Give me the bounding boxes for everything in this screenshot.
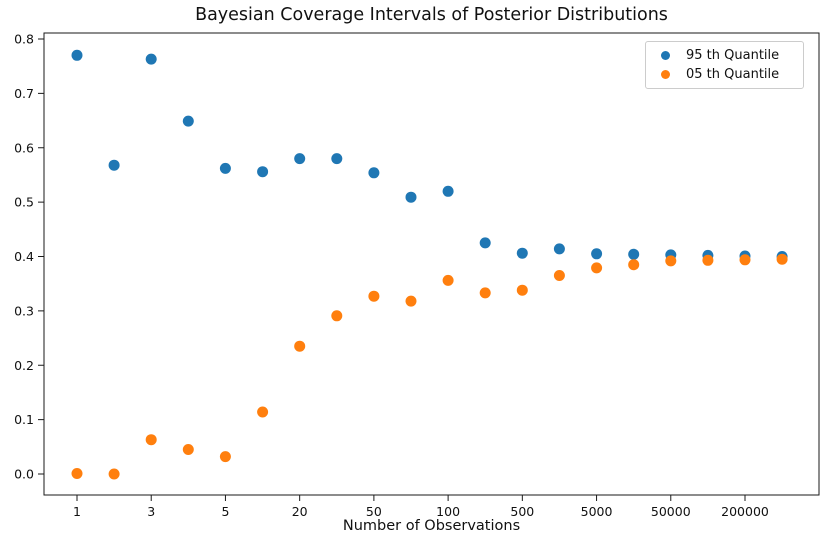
scatter-point-05th-quantile — [405, 295, 417, 307]
scatter-point-95th-quantile — [516, 247, 528, 259]
y-tick-label: 0.0 — [14, 467, 34, 482]
scatter-point-05th-quantile — [442, 274, 454, 286]
chart-title: Bayesian Coverage Intervals of Posterior… — [195, 5, 668, 25]
scatter-point-05th-quantile — [108, 468, 120, 480]
scatter-point-95th-quantile — [257, 166, 269, 178]
scatter-point-05th-quantile — [776, 253, 788, 265]
x-tick-label: 50 — [366, 504, 382, 519]
x-tick-label: 5 — [221, 504, 229, 519]
scatter-point-95th-quantile — [479, 237, 491, 249]
scatter-point-95th-quantile — [145, 53, 157, 65]
scatter-point-05th-quantile — [479, 287, 491, 299]
x-tick-label: 5000 — [581, 504, 613, 519]
y-tick-label: 0.8 — [14, 32, 34, 47]
scatter-point-05th-quantile — [294, 340, 306, 352]
scatter-point-05th-quantile — [257, 406, 269, 418]
scatter-point-95th-quantile — [71, 49, 83, 61]
scatter-point-95th-quantile — [108, 159, 120, 171]
legend-marker-95th-icon — [661, 51, 670, 60]
y-tick-label: 0.6 — [14, 140, 34, 155]
scatter-point-05th-quantile — [591, 262, 603, 274]
scatter-point-95th-quantile — [591, 248, 603, 260]
scatter-point-05th-quantile — [71, 468, 83, 479]
y-tick-label: 0.2 — [14, 358, 34, 373]
legend-item-95th-quantile: 95 th Quantile — [646, 48, 803, 63]
scatter-point-95th-quantile — [553, 243, 565, 255]
y-tick-label: 0.4 — [14, 249, 34, 264]
scatter-point-95th-quantile — [182, 115, 194, 127]
x-tick-label: 3 — [147, 504, 155, 519]
scatter-point-05th-quantile — [219, 451, 231, 463]
x-tick-label: 1 — [73, 504, 81, 519]
scatter-point-95th-quantile — [442, 185, 454, 197]
x-axis-label: Number of Observations — [342, 518, 521, 534]
scatter-point-05th-quantile — [331, 310, 343, 322]
scatter-point-05th-quantile — [516, 284, 528, 296]
scatter-point-95th-quantile — [294, 153, 306, 165]
x-tick-label: 500 — [510, 504, 534, 519]
scatter-point-95th-quantile — [219, 162, 231, 174]
y-tick-label: 0.7 — [14, 86, 34, 101]
scatter-point-05th-quantile — [182, 444, 194, 455]
scatter-point-05th-quantile — [702, 254, 714, 266]
scatter-point-05th-quantile — [665, 255, 677, 267]
scatter-point-95th-quantile — [368, 167, 380, 179]
scatter-point-05th-quantile — [145, 434, 157, 446]
scatter-point-05th-quantile — [553, 270, 565, 281]
y-tick-label: 0.5 — [14, 195, 34, 210]
x-tick-label: 100 — [436, 504, 460, 519]
y-tick-label: 0.3 — [14, 303, 34, 318]
legend-label-95th: 95 th Quantile — [686, 48, 780, 63]
scatter-point-95th-quantile — [331, 153, 343, 165]
legend-label-05th: 05 th Quantile — [686, 67, 780, 82]
legend-item-05th-quantile: 05 th Quantile — [646, 67, 803, 82]
y-tick-label: 0.1 — [14, 412, 34, 427]
scatter-point-95th-quantile — [628, 248, 640, 260]
plot-border — [43, 32, 820, 496]
legend: 95 th Quantile 05 th Quantile — [645, 41, 804, 89]
scatter-point-05th-quantile — [739, 254, 751, 266]
x-tick-label: 20 — [292, 504, 308, 519]
scatter-point-05th-quantile — [368, 290, 380, 302]
scatter-point-05th-quantile — [628, 259, 640, 271]
x-tick-label: 50000 — [651, 504, 691, 519]
legend-marker-05th-icon — [661, 70, 670, 79]
x-tick-label: 200000 — [721, 504, 769, 519]
scatter-point-95th-quantile — [405, 191, 417, 203]
